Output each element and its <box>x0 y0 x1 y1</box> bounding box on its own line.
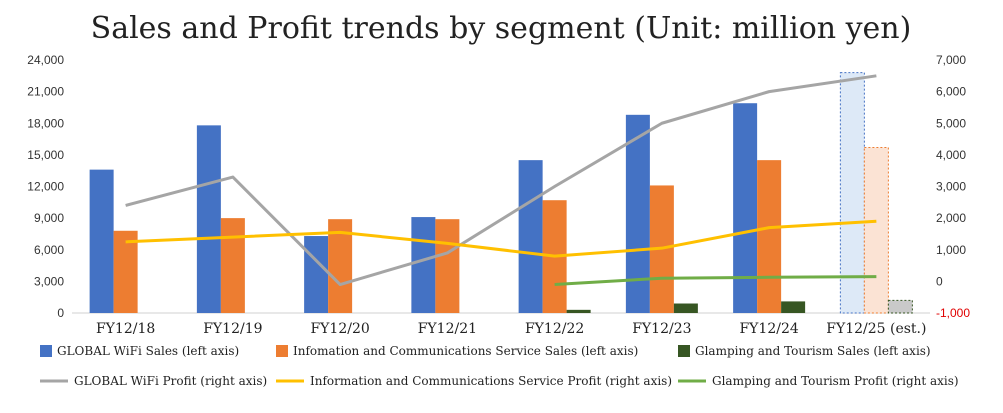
category-label: FY12/24 <box>739 321 798 337</box>
left-tick-label: 3,000 <box>34 274 64 288</box>
left-tick-label: 0 <box>57 306 64 320</box>
bar <box>518 160 543 313</box>
right-tick-label: 7,000 <box>936 53 966 67</box>
bar <box>566 309 591 313</box>
left-tick-label: 9,000 <box>34 211 64 225</box>
legend-label: Infomation and Communications Service Sa… <box>293 344 638 358</box>
bar <box>757 160 782 313</box>
right-tick-label: -1,000 <box>936 306 970 320</box>
left-tick-label: 18,000 <box>27 116 64 130</box>
bar <box>89 169 114 313</box>
legend-label: GLOBAL WiFi Profit (right axis) <box>74 374 267 388</box>
bar <box>220 218 245 313</box>
legend-label: GLOBAL WiFi Sales (left axis) <box>57 344 239 358</box>
bar <box>196 125 221 313</box>
bar <box>863 146 889 314</box>
left-tick-label: 6,000 <box>34 243 64 257</box>
chart-title: Sales and Profit trends by segment (Unit… <box>91 11 912 46</box>
right-tick-label: 6,000 <box>936 85 966 99</box>
left-tick-label: 12,000 <box>27 180 64 194</box>
series-line <box>554 275 877 287</box>
category-labels: FY12/18 FY12/19 FY12/20 FY12/21 FY12/22 FY12/… <box>96 321 927 337</box>
legend-swatch <box>276 345 288 357</box>
category-label: FY12/20 <box>310 321 369 337</box>
right-tick-label: 0 <box>936 274 943 288</box>
bar <box>733 103 758 314</box>
right-axis: -1,000 0 1,000 2,000 3,000 4,000 5,000 6,000 7,0… <box>936 53 970 320</box>
legend-label: Glamping and Tourism Profit (right axis) <box>712 374 959 388</box>
legend-swatch <box>678 345 690 357</box>
left-axis: 0 3,000 6,000 9,000 12,000 15,000 18,000 21,000… <box>27 53 64 320</box>
bar <box>673 303 698 313</box>
legend-label: Glamping and Tourism Sales (left axis) <box>695 344 931 358</box>
right-tick-label: 3,000 <box>936 180 966 194</box>
right-tick-label: 2,000 <box>936 211 966 225</box>
left-tick-label: 15,000 <box>27 148 64 162</box>
legend: GLOBAL WiFi Sales (left axis) Infomation … <box>40 344 959 388</box>
right-tick-label: 4,000 <box>936 148 966 162</box>
right-tick-label: 1,000 <box>936 243 966 257</box>
category-label: FY12/22 <box>525 321 584 337</box>
category-label: FY12/18 <box>96 321 155 337</box>
lines <box>125 74 877 287</box>
category-label: FY12/19 <box>203 321 262 337</box>
category-label: FY12/25 (est.) <box>826 321 926 337</box>
series-line <box>125 74 877 287</box>
bar <box>328 219 353 313</box>
legend-swatch <box>40 345 52 357</box>
legend-label: Information and Communications Service P… <box>310 374 672 388</box>
bar <box>304 236 329 313</box>
bar <box>411 217 436 313</box>
bar <box>887 299 913 314</box>
category-label: FY12/23 <box>632 321 691 337</box>
bar <box>113 230 138 313</box>
left-tick-label: 24,000 <box>27 53 64 67</box>
bar <box>435 219 460 313</box>
bar <box>625 114 650 313</box>
left-tick-label: 21,000 <box>27 85 64 99</box>
bar <box>781 301 806 313</box>
category-label: FY12/21 <box>418 321 477 337</box>
series-line <box>125 219 877 258</box>
right-tick-label: 5,000 <box>936 116 966 130</box>
bar <box>839 72 865 314</box>
